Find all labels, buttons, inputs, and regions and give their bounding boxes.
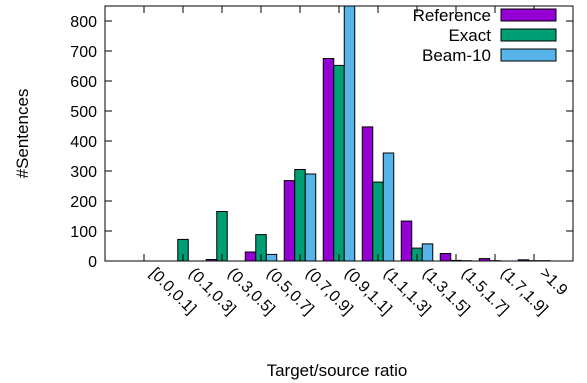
- y-tick-label: 100: [70, 224, 97, 241]
- x-tick-label: >1.9: [536, 265, 570, 299]
- plot-frame: [104, 5, 574, 262]
- bar-beam-10: [421, 243, 434, 262]
- y-tick-label: 0: [88, 254, 97, 271]
- y-tick-label: 300: [70, 164, 97, 181]
- bar-exact: [294, 169, 306, 262]
- y-tick-label: 800: [70, 14, 97, 31]
- bars: [177, 5, 551, 262]
- bar-exact: [372, 181, 384, 262]
- bar-beam-10: [343, 5, 356, 262]
- legend-label: Exact: [448, 26, 491, 45]
- legend-label: Beam-10: [422, 46, 491, 65]
- y-tick-label: 200: [70, 194, 97, 211]
- y-tick-label: 600: [70, 74, 97, 91]
- y-tick-label: 500: [70, 104, 97, 121]
- y-tick-label: 700: [70, 44, 97, 61]
- legend-swatch: [500, 48, 557, 62]
- legend-swatch: [500, 28, 557, 42]
- bar-reference: [322, 58, 335, 262]
- bar-reference: [283, 180, 296, 262]
- y-axis-ticks: 0 100 200 300 400 500 600 700 800: [70, 14, 573, 271]
- bar-reference: [361, 126, 374, 262]
- bar-beam-10: [265, 253, 278, 262]
- x-axis-title: Target/source ratio: [267, 361, 408, 380]
- legend-swatch: [500, 8, 557, 22]
- bar-exact: [333, 64, 345, 262]
- bar-reference: [400, 220, 413, 262]
- y-axis-title: #Sentences: [13, 89, 32, 179]
- bar-reference: [439, 253, 452, 262]
- bar-reference: [244, 251, 257, 262]
- legend-label: Reference: [413, 6, 491, 25]
- bar-beam-10: [382, 152, 395, 262]
- y-tick-label: 400: [70, 134, 97, 151]
- bar-beam-10: [304, 173, 317, 262]
- bar-exact: [216, 211, 228, 262]
